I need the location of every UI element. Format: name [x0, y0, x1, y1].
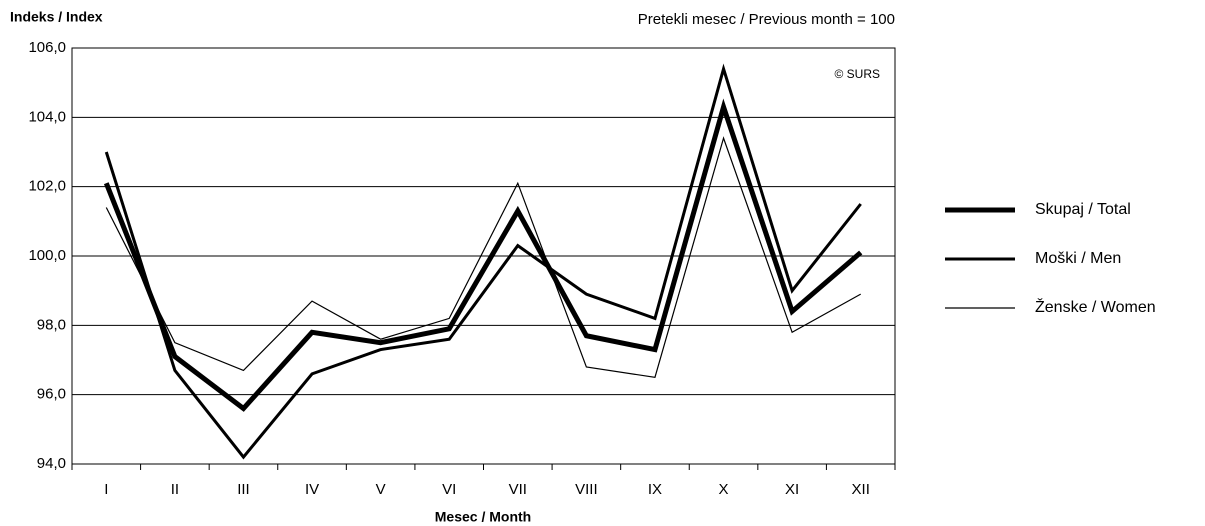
y-tick-label: 94,0	[37, 455, 66, 472]
legend-label: Skupaj / Total	[1035, 201, 1131, 218]
series-line	[103, 98, 863, 412]
y-tick-label: 100,0	[28, 247, 66, 264]
annotation: © SURS	[834, 67, 880, 81]
x-tick-label: I	[104, 481, 108, 498]
y-tick-label: 102,0	[28, 178, 66, 195]
x-tick-label: XI	[785, 481, 799, 498]
x-axis-label: Mesec / Month	[435, 509, 531, 525]
x-tick-label: V	[376, 481, 386, 498]
x-tick-label: VI	[442, 481, 456, 498]
series-line	[104, 63, 862, 460]
y-tick-label: 98,0	[37, 316, 66, 333]
legend-label: Ženske / Women	[1035, 297, 1156, 316]
y-tick-label: 106,0	[28, 39, 66, 56]
x-tick-label: IX	[648, 481, 662, 498]
y-tick-label: 104,0	[28, 108, 66, 125]
x-tick-label: IV	[305, 481, 319, 498]
x-tick-label: III	[237, 481, 250, 498]
y-axis-label: Indeks / Index	[10, 9, 103, 25]
series-line	[105, 136, 861, 379]
x-tick-label: II	[171, 481, 179, 498]
x-tick-label: X	[719, 481, 729, 498]
x-tick-label: XII	[852, 481, 870, 498]
legend-label: Moški / Men	[1035, 250, 1121, 267]
subtitle: Pretekli mesec / Previous month = 100	[638, 11, 895, 28]
y-tick-label: 96,0	[37, 386, 66, 403]
x-tick-label: VIII	[575, 481, 598, 498]
x-tick-label: VII	[509, 481, 527, 498]
